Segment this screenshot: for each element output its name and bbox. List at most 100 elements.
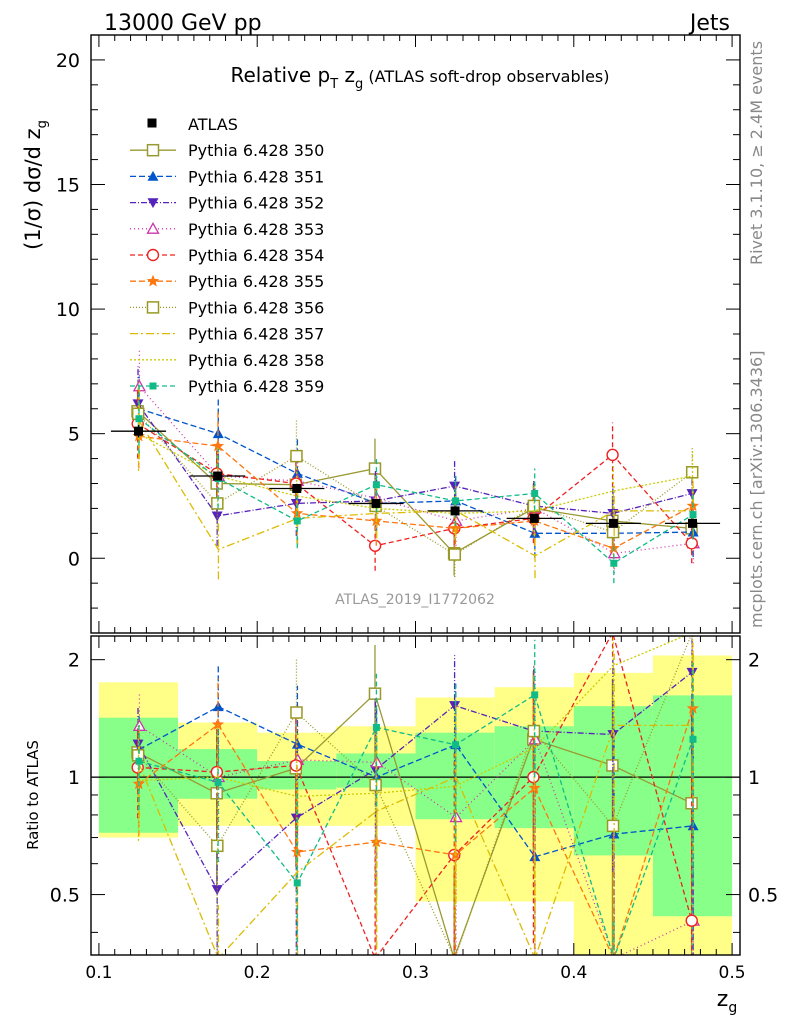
data-point xyxy=(610,559,618,567)
legend-label: Pythia 6.428 359 xyxy=(188,377,324,396)
ratio-series-line xyxy=(138,705,694,858)
legend-label: Pythia 6.428 356 xyxy=(188,298,324,317)
x-tick-label: 0.1 xyxy=(85,963,112,983)
legend: ATLAS Pythia 6.428 350 Pythia 6.428 351 Pyt… xyxy=(130,115,324,396)
ratio-series-line xyxy=(137,671,693,891)
ratio-point xyxy=(211,885,223,896)
data-point xyxy=(290,449,303,463)
series-line xyxy=(137,423,693,547)
legend-label: Pythia 6.428 357 xyxy=(188,325,324,344)
ratio-y-axis-label: Ratio to ATLAS xyxy=(24,740,42,850)
legend-entry-355: Pythia 6.428 355 xyxy=(130,272,324,291)
series-line xyxy=(138,420,694,557)
atlas-point xyxy=(133,426,143,436)
legend-entry-354: Pythia 6.428 354 xyxy=(130,246,324,265)
ratio-tick-label-right: 2 xyxy=(748,650,760,672)
legend-label: Pythia 6.428 352 xyxy=(188,194,324,213)
legend-label: ATLAS xyxy=(188,115,238,134)
ratio-point xyxy=(291,738,303,749)
x-tick-label: 0.4 xyxy=(560,963,587,983)
ratio-bands xyxy=(98,655,733,955)
ratio-series-line xyxy=(137,636,692,955)
atlas-point xyxy=(450,506,460,516)
legend-label: Pythia 6.428 355 xyxy=(188,272,324,291)
legend-marker xyxy=(147,198,159,209)
ratio-series-line xyxy=(138,724,694,955)
main-plot: 0 5 10 15 20 xyxy=(56,34,741,634)
process-label: Jets xyxy=(688,11,730,36)
data-point xyxy=(449,521,462,534)
ratio-series-line xyxy=(138,636,687,797)
y-tick-label: 10 xyxy=(56,299,80,321)
legend-entry-359: Pythia 6.428 359 xyxy=(130,377,324,396)
legend-entry-352: Pythia 6.428 352 xyxy=(130,194,324,213)
data-point xyxy=(685,537,698,550)
atlas-point xyxy=(213,471,223,481)
legend-label: Pythia 6.428 350 xyxy=(188,141,324,160)
data-point xyxy=(211,497,224,510)
ratio-point xyxy=(135,757,143,765)
atlas-point xyxy=(608,518,618,528)
legend-marker xyxy=(146,274,160,287)
ratio-tick-label-left: 0.5 xyxy=(50,885,80,907)
ratio-point xyxy=(606,819,620,833)
rivet-label: Rivet 3.1.10, ≥ 2.4M events xyxy=(747,41,766,265)
x-tick-label: 0.2 xyxy=(244,963,271,983)
legend-entry-356: Pythia 6.428 356 xyxy=(130,298,324,317)
ratio-tick-label-right: 1 xyxy=(748,767,760,789)
ratio-point xyxy=(531,691,539,699)
ratio-tick-label-left: 2 xyxy=(68,650,80,672)
data-point xyxy=(449,481,461,492)
series-line xyxy=(138,408,694,534)
svg-text:(1/σ) dσ/d zg: (1/σ) dσ/d zg xyxy=(21,120,50,250)
ratio-y-ticks: 0.5 0.5 1 1 2 2 xyxy=(50,650,778,933)
data-point xyxy=(606,525,620,539)
ratio-series-line xyxy=(137,692,692,955)
analysis-label: ATLAS_2019_I1772062 xyxy=(335,592,495,608)
data-point xyxy=(368,539,382,552)
data-point xyxy=(211,511,223,522)
atlas-point xyxy=(292,483,302,493)
y-tick-label: 0 xyxy=(68,548,80,570)
ratio-point xyxy=(368,687,382,700)
chart-title: Relative pT zg (ATLAS soft-drop observab… xyxy=(230,63,609,92)
legend-label: Pythia 6.428 353 xyxy=(188,220,324,239)
ratio-series-359 xyxy=(135,639,697,955)
ratio-point xyxy=(372,723,380,731)
data-point xyxy=(135,415,143,423)
ratio-point xyxy=(689,735,697,743)
data-point xyxy=(211,439,225,452)
legend-marker xyxy=(146,221,160,234)
legend-entry-358: Pythia 6.428 358 xyxy=(130,351,324,370)
ratio-point xyxy=(293,879,301,887)
data-point xyxy=(689,511,697,519)
svg-text:Ratio to ATLAS: Ratio to ATLAS xyxy=(24,740,42,850)
series-line xyxy=(138,418,694,565)
ratio-point xyxy=(527,724,541,738)
series-line xyxy=(138,385,694,554)
y-tick-label: 15 xyxy=(56,175,80,197)
series-line xyxy=(137,410,692,555)
legend-marker xyxy=(147,170,159,181)
atlas-point xyxy=(529,513,539,523)
series-line xyxy=(138,435,694,550)
legend-label: Pythia 6.428 358 xyxy=(188,351,324,370)
atlas-data xyxy=(110,424,721,528)
ratio-series-line xyxy=(137,636,693,955)
legend-marker xyxy=(149,382,157,390)
x-tick-label: 0.3 xyxy=(402,963,429,983)
legend-marker xyxy=(146,301,160,314)
y-ticks: 0 5 10 15 20 xyxy=(56,34,740,634)
x-axis-label: zg xyxy=(717,987,737,1016)
legend-label: Pythia 6.428 351 xyxy=(188,167,324,186)
legend-entry-353: Pythia 6.428 353 xyxy=(130,220,324,239)
legend-marker xyxy=(146,143,160,157)
y-tick-label: 20 xyxy=(56,50,80,72)
beam-label: 13000 GeV pp xyxy=(104,11,262,36)
data-point xyxy=(606,448,619,462)
ratio-point xyxy=(290,706,303,719)
ratio-tick-label-right: 0.5 xyxy=(748,885,778,907)
legend-entry-351: Pythia 6.428 351 xyxy=(130,167,324,186)
